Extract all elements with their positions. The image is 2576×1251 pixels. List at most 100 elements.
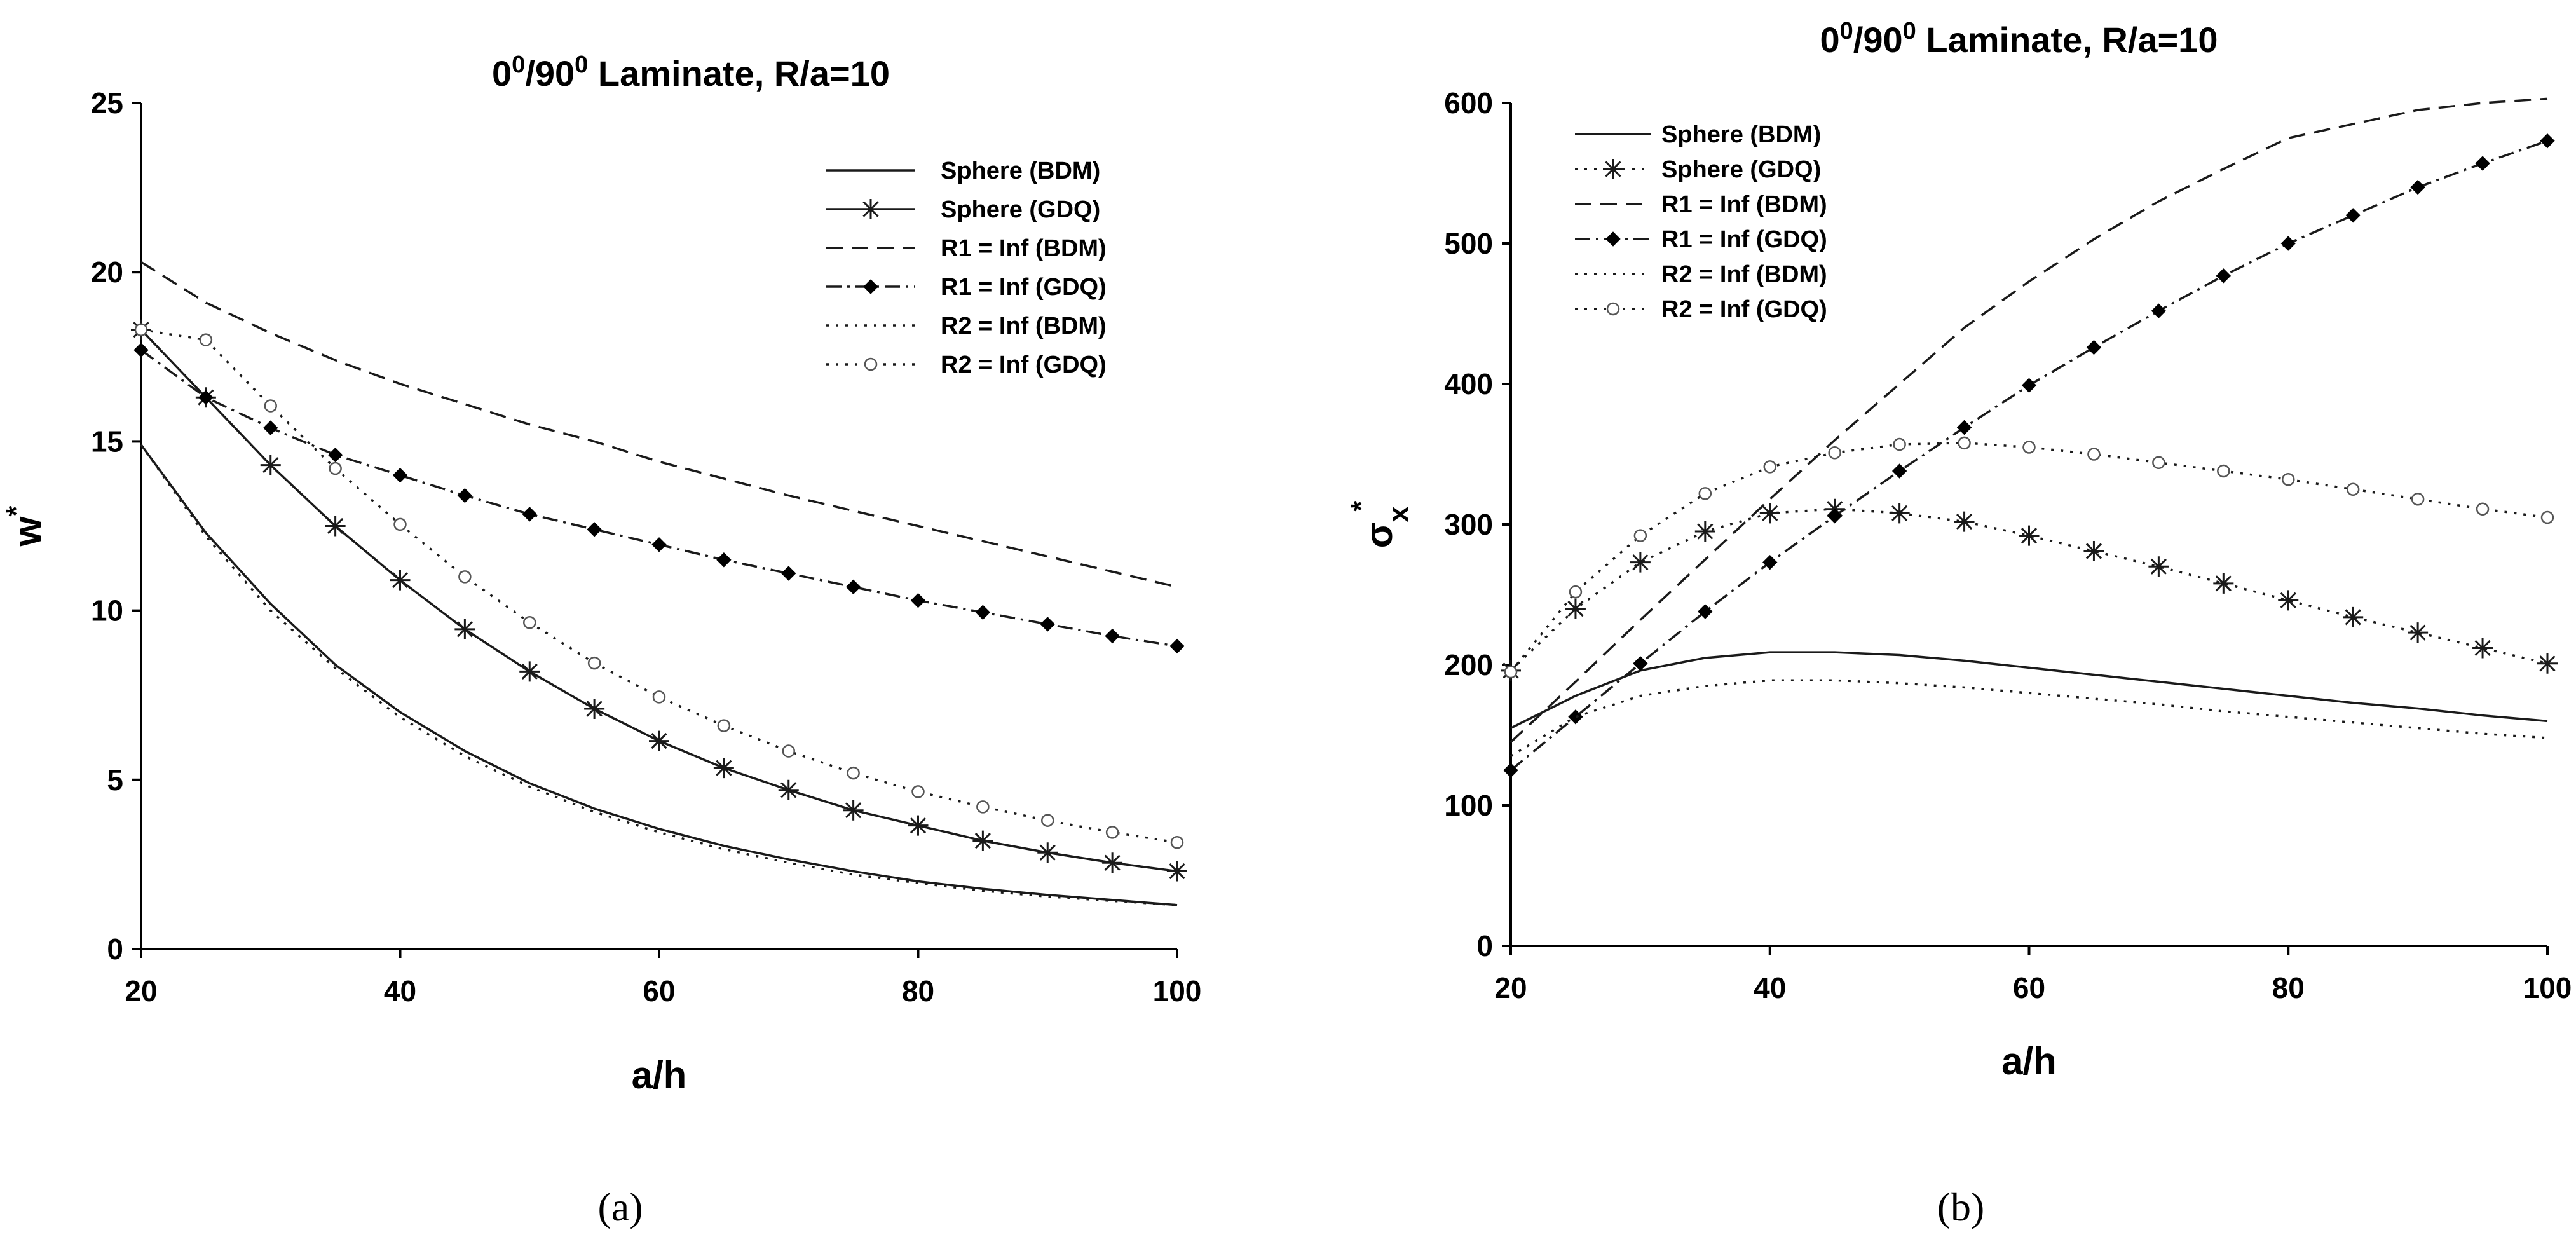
legend-marker xyxy=(861,199,881,219)
y-tick-label: 300 xyxy=(1444,508,1493,541)
data-point-marker xyxy=(1889,503,1910,524)
data-point-marker xyxy=(2083,540,2104,561)
data-point-marker xyxy=(1893,437,1906,451)
data-point-marker xyxy=(2086,339,2102,355)
data-point-marker xyxy=(522,507,537,522)
data-point-marker xyxy=(1169,638,1185,654)
series-line xyxy=(1509,442,2548,673)
data-point-marker xyxy=(458,570,472,584)
data-point-marker xyxy=(911,785,925,798)
data-point-marker xyxy=(1105,826,1119,839)
chart-b: 0 100 200 300 400 500 600 20 40 60 80 100 00/900 Lam… xyxy=(1346,18,2572,1083)
data-point-marker xyxy=(652,690,666,704)
data-point-marker xyxy=(1763,460,1776,474)
data-point-marker xyxy=(717,719,731,732)
y-tick-label: 25 xyxy=(91,86,123,120)
data-point-marker xyxy=(778,779,799,800)
data-point-marker xyxy=(2148,556,2169,577)
data-point-marker xyxy=(782,744,795,758)
series-6 xyxy=(134,323,1184,849)
data-point-marker xyxy=(2343,606,2364,627)
data-point-marker xyxy=(1954,511,1975,532)
series-line xyxy=(1510,651,2548,730)
series-4 xyxy=(1503,133,2555,778)
data-point-marker xyxy=(2213,573,2234,594)
legend-label: R2 = Inf (BDM) xyxy=(1661,261,1827,288)
legend-label: R1 = Inf (BDM) xyxy=(1661,191,1827,218)
data-point-marker xyxy=(1698,487,1712,500)
y-tick-label: 15 xyxy=(91,425,123,458)
caption-b: (b) xyxy=(1937,1184,1985,1229)
data-point-marker xyxy=(843,800,864,821)
data-point-marker xyxy=(1630,552,1651,573)
x-axis-label: a/h xyxy=(632,1054,687,1097)
y-tick-label: 400 xyxy=(1444,367,1493,400)
y-tick-label: 10 xyxy=(91,594,123,627)
legend-label: Sphere (GDQ) xyxy=(941,196,1100,223)
data-point-marker xyxy=(910,592,926,608)
data-point-marker xyxy=(1759,503,1780,524)
data-point-marker xyxy=(1891,463,1907,479)
series-line xyxy=(140,329,1178,873)
legend-label: R2 = Inf (GDQ) xyxy=(941,352,1107,378)
legend-marker xyxy=(863,279,878,294)
data-point-marker xyxy=(2217,464,2230,478)
y-tick-label: 600 xyxy=(1444,86,1493,120)
series-line xyxy=(1509,97,2548,743)
data-point-marker xyxy=(1568,709,1583,725)
data-point-marker xyxy=(2476,502,2490,516)
data-point-marker xyxy=(781,566,796,581)
data-point-marker xyxy=(845,579,861,595)
series-line xyxy=(1510,679,2548,758)
data-point-marker xyxy=(2411,492,2425,506)
data-point-marker xyxy=(1956,420,1972,435)
data-point-marker xyxy=(975,605,991,620)
series-1 xyxy=(140,444,1178,906)
x-tick-label: 60 xyxy=(2013,971,2045,1004)
data-point-marker xyxy=(1170,836,1184,849)
series-line xyxy=(1509,507,2548,672)
y-tick-label: 100 xyxy=(1444,789,1493,822)
series-line xyxy=(140,328,1178,844)
legend-marker xyxy=(1606,302,1620,316)
series-line xyxy=(140,444,1178,906)
data-point-marker xyxy=(1633,529,1647,542)
y-axis-label: σx* xyxy=(1346,500,1414,549)
data-point-marker xyxy=(454,619,475,639)
series-line xyxy=(140,349,1178,648)
data-point-marker xyxy=(1504,665,1518,679)
data-point-marker xyxy=(1565,598,1586,619)
series-line xyxy=(140,444,1178,906)
data-point-marker xyxy=(392,467,408,483)
data-point-marker xyxy=(1827,509,1843,524)
data-point-marker xyxy=(1040,617,1055,632)
legend-label: Sphere (BDM) xyxy=(941,158,1100,184)
data-point-marker xyxy=(2540,133,2555,149)
legend-label: R1 = Inf (BDM) xyxy=(941,235,1107,262)
data-point-marker xyxy=(263,420,278,435)
y-tick-label: 200 xyxy=(1444,648,1493,681)
data-point-marker xyxy=(199,333,213,346)
legend-label: R1 = Inf (GDQ) xyxy=(1661,226,1827,253)
data-point-marker xyxy=(1041,814,1054,827)
legend-marker xyxy=(1603,159,1623,179)
data-point-marker xyxy=(133,342,149,358)
data-point-marker xyxy=(584,699,605,719)
data-point-marker xyxy=(1037,842,1058,863)
data-point-marker xyxy=(587,522,602,537)
legend-label: R2 = Inf (BDM) xyxy=(941,313,1107,339)
data-point-marker xyxy=(2345,208,2361,223)
caption-a: (a) xyxy=(597,1184,643,1229)
data-point-marker xyxy=(2087,448,2101,461)
data-point-marker xyxy=(327,447,343,463)
data-point-marker xyxy=(2216,268,2232,284)
data-point-marker xyxy=(390,570,411,591)
data-point-marker xyxy=(1828,446,1841,460)
data-point-marker xyxy=(2151,303,2167,318)
data-point-marker xyxy=(1694,521,1715,542)
data-point-marker xyxy=(2408,622,2429,643)
data-point-marker xyxy=(264,399,277,413)
data-point-marker xyxy=(713,758,734,779)
y-tick-label: 5 xyxy=(107,763,123,796)
